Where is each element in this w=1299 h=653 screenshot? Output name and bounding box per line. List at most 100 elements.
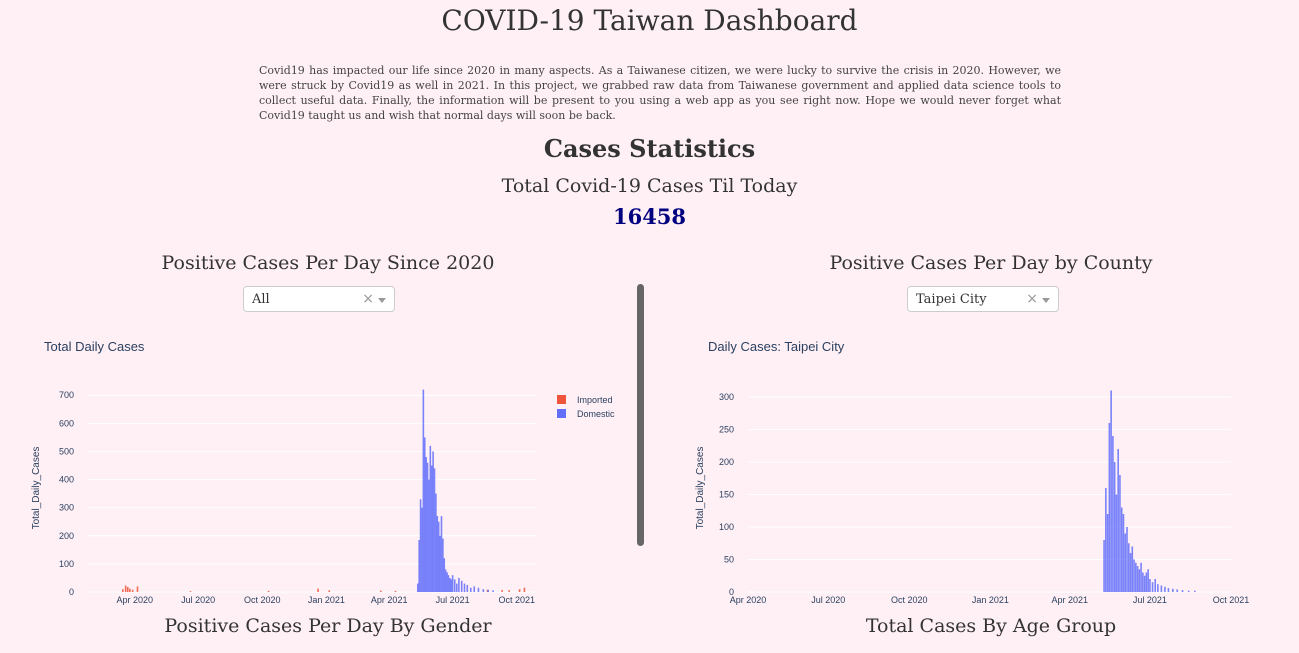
bar-imported[interactable] <box>518 589 521 592</box>
bar-taipei-city[interactable] <box>1136 566 1139 592</box>
bar-taipei-city[interactable] <box>1113 462 1116 592</box>
bar-taipei-city[interactable] <box>1120 507 1123 593</box>
bar-domestic[interactable] <box>440 516 443 592</box>
clear-icon[interactable]: × <box>362 291 374 307</box>
bar-taipei-city[interactable] <box>1131 546 1134 593</box>
bar-taipei-city[interactable] <box>1112 436 1114 592</box>
bar-imported[interactable] <box>131 589 134 592</box>
bar-taipei-city[interactable] <box>1157 584 1159 592</box>
bar-domestic[interactable] <box>449 577 451 592</box>
bar-domestic[interactable] <box>422 389 425 592</box>
left-daily-cases-chart[interactable]: Total Daily Cases 0 100 200 300 400 500 600 700 A… <box>0 330 640 610</box>
bar-domestic[interactable] <box>446 572 448 592</box>
bar-taipei-city[interactable] <box>1127 543 1130 592</box>
legend-label[interactable]: Imported <box>577 395 613 405</box>
bar-taipei-city[interactable] <box>1149 579 1151 592</box>
bar-domestic[interactable] <box>463 583 466 592</box>
bar-domestic[interactable] <box>435 493 437 592</box>
bar-domestic[interactable] <box>453 579 456 592</box>
bar-imported[interactable] <box>380 590 382 592</box>
bar-taipei-city[interactable] <box>1126 527 1128 592</box>
chevron-down-icon[interactable] <box>378 298 386 303</box>
chevron-down-icon[interactable] <box>1042 298 1050 303</box>
bar-domestic[interactable] <box>447 575 450 592</box>
bar-domestic[interactable] <box>482 589 485 592</box>
bar-imported[interactable] <box>394 590 397 592</box>
bar-domestic[interactable] <box>451 575 454 592</box>
bar-taipei-city[interactable] <box>1172 588 1174 592</box>
bar-taipei-city[interactable] <box>1105 488 1107 592</box>
bar-imported[interactable] <box>317 588 319 592</box>
bar-domestic[interactable] <box>418 540 420 592</box>
bar-taipei-city[interactable] <box>1143 575 1146 592</box>
bar-domestic[interactable] <box>460 580 463 592</box>
bar-domestic[interactable] <box>416 583 419 592</box>
clear-icon[interactable]: × <box>1026 291 1038 307</box>
bar-taipei-city[interactable] <box>1129 553 1132 592</box>
bar-imported[interactable] <box>136 586 139 592</box>
bar-domestic[interactable] <box>439 535 441 592</box>
bar-imported[interactable] <box>501 590 503 592</box>
bar-domestic[interactable] <box>444 569 447 592</box>
county-dropdown[interactable]: Taipei City × <box>907 286 1059 312</box>
bar-domestic[interactable] <box>442 538 444 592</box>
bar-domestic[interactable] <box>458 577 460 592</box>
bar-domestic[interactable] <box>456 583 458 592</box>
legend-swatch[interactable] <box>557 395 566 404</box>
bar-taipei-city[interactable] <box>1167 588 1170 592</box>
bar-taipei-city[interactable] <box>1108 423 1111 592</box>
bar-taipei-city[interactable] <box>1164 586 1166 592</box>
bar-taipei-city[interactable] <box>1151 582 1154 592</box>
bar-imported[interactable] <box>126 586 129 592</box>
bar-domestic[interactable] <box>433 468 436 592</box>
bar-imported[interactable] <box>328 590 331 592</box>
bar-domestic[interactable] <box>432 451 434 592</box>
bar-domestic[interactable] <box>469 587 472 592</box>
bar-taipei-city[interactable] <box>1122 514 1125 592</box>
bar-taipei-city[interactable] <box>1140 562 1142 592</box>
bar-taipei-city[interactable] <box>1103 540 1105 592</box>
bar-taipei-city[interactable] <box>1115 494 1118 593</box>
bar-taipei-city[interactable] <box>1181 590 1184 592</box>
bar-taipei-city[interactable] <box>1187 590 1190 592</box>
bar-taipei-city[interactable] <box>1135 562 1137 592</box>
bar-domestic[interactable] <box>428 479 430 592</box>
bar-taipei-city[interactable] <box>1154 579 1157 592</box>
bar-imported[interactable] <box>129 588 131 592</box>
bar-taipei-city[interactable] <box>1124 533 1127 593</box>
bar-imported[interactable] <box>124 585 127 592</box>
bar-taipei-city[interactable] <box>1142 572 1144 593</box>
bar-domestic[interactable] <box>436 516 439 592</box>
category-dropdown[interactable]: All × <box>243 286 395 312</box>
bar-taipei-city[interactable] <box>1117 449 1119 592</box>
bar-domestic[interactable] <box>443 558 446 592</box>
bar-imported[interactable] <box>122 589 124 592</box>
bar-domestic[interactable] <box>473 586 476 592</box>
bar-taipei-city[interactable] <box>1160 585 1163 593</box>
bar-domestic[interactable] <box>429 445 432 592</box>
bar-imported[interactable] <box>189 591 192 592</box>
bar-domestic[interactable] <box>419 499 422 592</box>
bar-taipei-city[interactable] <box>1110 390 1112 593</box>
bar-domestic[interactable] <box>492 590 494 592</box>
bar-domestic[interactable] <box>477 587 480 592</box>
legend-swatch[interactable] <box>557 409 566 418</box>
bar-taipei-city[interactable] <box>1106 514 1109 592</box>
bar-domestic[interactable] <box>437 521 440 592</box>
bar-taipei-city[interactable] <box>1194 590 1196 592</box>
bar-imported[interactable] <box>267 590 270 592</box>
legend-label[interactable]: Domestic <box>577 409 615 419</box>
bar-taipei-city[interactable] <box>1147 569 1149 592</box>
bar-imported[interactable] <box>508 590 510 592</box>
bar-taipei-city[interactable] <box>1119 475 1121 592</box>
bar-domestic[interactable] <box>421 507 423 592</box>
right-county-cases-chart[interactable]: Daily Cases: Taipei City 0 50 100 150 200 250 3… <box>664 330 1284 610</box>
bar-taipei-city[interactable] <box>1145 572 1148 593</box>
bar-domestic[interactable] <box>450 579 453 592</box>
bar-domestic[interactable] <box>487 589 489 592</box>
bar-taipei-city[interactable] <box>1176 589 1179 592</box>
bar-taipei-city[interactable] <box>1138 569 1141 592</box>
panel-divider-handle[interactable] <box>637 284 644 546</box>
bar-domestic[interactable] <box>423 437 426 592</box>
bar-taipei-city[interactable] <box>1133 559 1135 593</box>
